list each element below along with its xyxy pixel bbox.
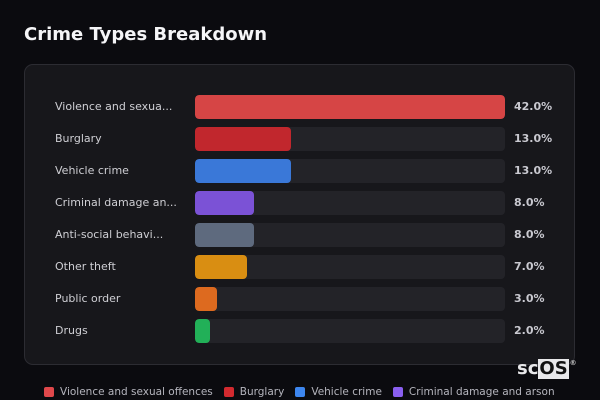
legend-item[interactable]: Criminal damage and arson bbox=[392, 386, 555, 398]
bar-fill bbox=[195, 191, 255, 215]
bar-value: 8.0% bbox=[514, 228, 545, 241]
bar-value: 13.0% bbox=[514, 132, 553, 145]
bar-fill bbox=[195, 159, 291, 183]
bar-row[interactable]: Violence and sexua... 42.0% bbox=[25, 95, 574, 119]
bar-fill bbox=[195, 223, 255, 247]
legend-swatch-icon bbox=[44, 387, 54, 397]
chart-card: Violence and sexua... 42.0% Burglary 13.0% V… bbox=[24, 64, 575, 365]
bar-label: Drugs bbox=[55, 324, 88, 337]
bar-value: 3.0% bbox=[514, 292, 545, 305]
bar-fill bbox=[195, 319, 210, 343]
legend-label: Vehicle crime bbox=[311, 386, 382, 398]
legend-item[interactable]: Burglary bbox=[223, 386, 285, 398]
bar-label: Criminal damage an... bbox=[55, 196, 177, 209]
legend-label: Criminal damage and arson bbox=[408, 386, 555, 398]
legend-label: Violence and sexual offences bbox=[60, 386, 213, 398]
bar-value: 7.0% bbox=[514, 260, 545, 273]
bar-track bbox=[195, 127, 505, 151]
legend-swatch-icon bbox=[295, 387, 306, 397]
bar-track bbox=[195, 159, 505, 183]
bar-label: Violence and sexua... bbox=[55, 100, 173, 113]
bar-label: Other theft bbox=[55, 260, 116, 273]
bar-fill bbox=[195, 255, 247, 279]
legend-item[interactable]: Violence and sexual offences bbox=[44, 386, 213, 398]
legend-swatch-icon bbox=[392, 387, 403, 397]
bar-row[interactable]: Public order 3.0% bbox=[25, 287, 574, 311]
logo-sc: sc bbox=[517, 358, 539, 379]
bar-value: 8.0% bbox=[514, 196, 545, 209]
bar-value: 42.0% bbox=[514, 100, 553, 113]
bar-track bbox=[195, 287, 505, 311]
registered-icon: ® bbox=[569, 359, 577, 367]
legend-item[interactable]: Vehicle crime bbox=[295, 386, 382, 398]
bar-track bbox=[195, 95, 505, 119]
bar-fill bbox=[195, 95, 505, 119]
bar-row[interactable]: Vehicle crime 13.0% bbox=[25, 159, 574, 183]
bar-row[interactable]: Criminal damage an... 8.0% bbox=[25, 191, 574, 215]
chart-legend: Violence and sexual offences Burglary Vehi… bbox=[44, 386, 566, 398]
bar-track bbox=[195, 255, 505, 279]
scos-logo: sc OS ® bbox=[517, 359, 577, 379]
bar-row[interactable]: Other theft 7.0% bbox=[25, 255, 574, 279]
bar-row[interactable]: Drugs 2.0% bbox=[25, 319, 574, 343]
bar-fill bbox=[195, 127, 291, 151]
legend-swatch-icon bbox=[223, 387, 234, 397]
bar-track bbox=[195, 191, 505, 215]
legend-label: Burglary bbox=[239, 386, 285, 398]
bar-row[interactable]: Burglary 13.0% bbox=[25, 127, 574, 151]
bar-fill bbox=[195, 287, 218, 311]
bar-label: Anti-social behavi... bbox=[55, 228, 164, 241]
bar-label: Vehicle crime bbox=[55, 164, 129, 177]
bar-row[interactable]: Anti-social behavi... 8.0% bbox=[25, 223, 574, 247]
bar-label: Burglary bbox=[55, 132, 102, 145]
bar-track bbox=[195, 223, 505, 247]
bar-track bbox=[195, 319, 505, 343]
bar-value: 2.0% bbox=[514, 324, 545, 337]
bar-value: 13.0% bbox=[514, 164, 553, 177]
logo-os: OS bbox=[538, 358, 569, 379]
bar-label: Public order bbox=[55, 292, 121, 305]
chart-title: Crime Types Breakdown bbox=[24, 24, 268, 45]
